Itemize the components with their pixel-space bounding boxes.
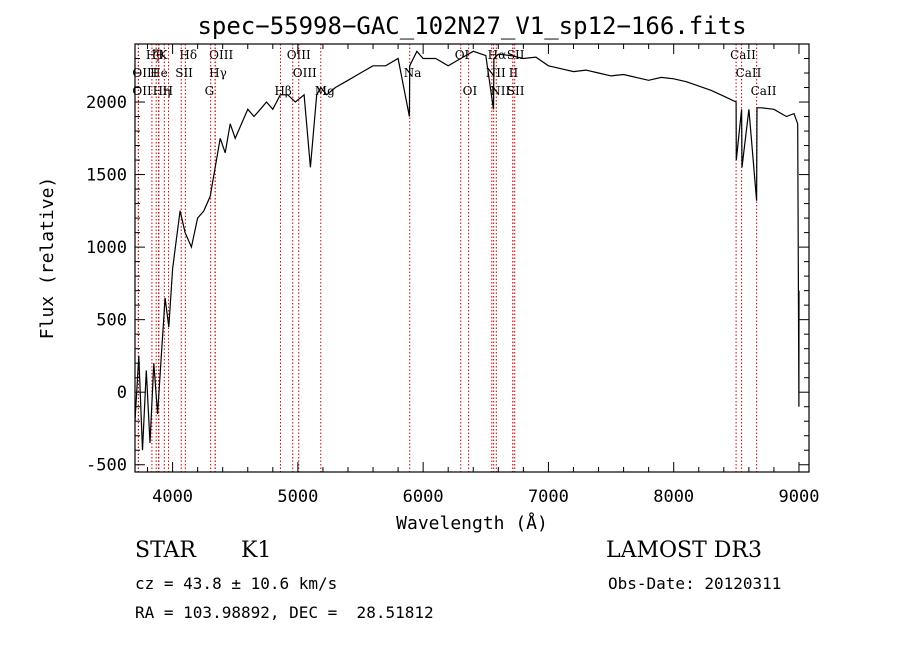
line-marker-label-13: SII (175, 66, 193, 80)
chart-title: spec−55998−GAC_102N27_V1_sp12−166.fits (197, 12, 746, 40)
object-subclass: K1 (241, 538, 272, 563)
line-marker-label-19: CaII (736, 66, 762, 80)
line-marker-label-27: NII (490, 84, 510, 98)
ra-dec: RA = 103.98892, DEC = 28.51812 (135, 603, 434, 622)
object-class: STAR (135, 538, 196, 563)
survey-label: LAMOST DR3 (606, 538, 762, 563)
line-marker-label-3: Hδ (179, 48, 197, 62)
x-tick-label: 8000 (653, 487, 694, 507)
line-marker-label-9: CaII (730, 48, 756, 62)
line-marker-label-28: SII (507, 84, 525, 98)
line-marker-label-0: Hθ (146, 48, 164, 62)
line-marker-label-15: OIII (293, 66, 317, 80)
line-marker-label-25: Mg (315, 84, 335, 98)
line-marker-label-18: II (509, 66, 519, 80)
x-axis-label: Wavelength (Å) (396, 512, 548, 534)
line-marker-label-29: CaII (751, 84, 777, 98)
line-marker-label-16: Na (404, 66, 422, 80)
plot-frame (134, 43, 810, 473)
x-tick-label: 7000 (528, 487, 569, 507)
y-tick-label: 0 (117, 383, 127, 403)
line-marker-label-8: SII (507, 48, 525, 62)
line-markers: HθζKHδOIIIOIIIOIHαSIICaIIOIIHeISIIHγOIII… (132, 44, 777, 472)
line-marker-label-14: Hγ (209, 66, 227, 80)
x-tick-label: 5000 (277, 487, 318, 507)
line-marker-label-10: OII (132, 66, 152, 80)
line-marker-label-23: G (205, 84, 215, 98)
y-axis-label: Flux (relative) (37, 177, 58, 340)
x-tick-label: 6000 (403, 487, 444, 507)
y-tick-label: 1500 (86, 166, 127, 186)
y-axis: -500 0 500 1000 1500 2000 (86, 58, 809, 476)
y-tick-label: 500 (96, 311, 127, 331)
line-marker-label-4: OIII (209, 48, 233, 62)
obs-date: Obs-Date: 20120311 (608, 574, 782, 593)
line-marker-label-26: OI (463, 84, 478, 98)
y-tick-label: -500 (86, 456, 127, 476)
y-tick-label: 1000 (86, 238, 127, 258)
redshift-cz: cz = 43.8 ± 10.6 km/s (135, 574, 338, 593)
x-axis: 4000 5000 6000 7000 8000 9000 (147, 44, 820, 507)
line-marker-label-12: I (153, 66, 158, 80)
line-marker-label-2: K (158, 48, 168, 62)
x-tick-label: 9000 (779, 487, 820, 507)
x-tick-label: 4000 (152, 487, 193, 507)
line-marker-label-21: Hη (153, 84, 171, 98)
spectrum-line (134, 50, 800, 451)
line-marker-label-6: OI (455, 48, 470, 62)
line-marker-label-22: H (163, 84, 173, 98)
y-tick-label: 2000 (86, 93, 127, 113)
